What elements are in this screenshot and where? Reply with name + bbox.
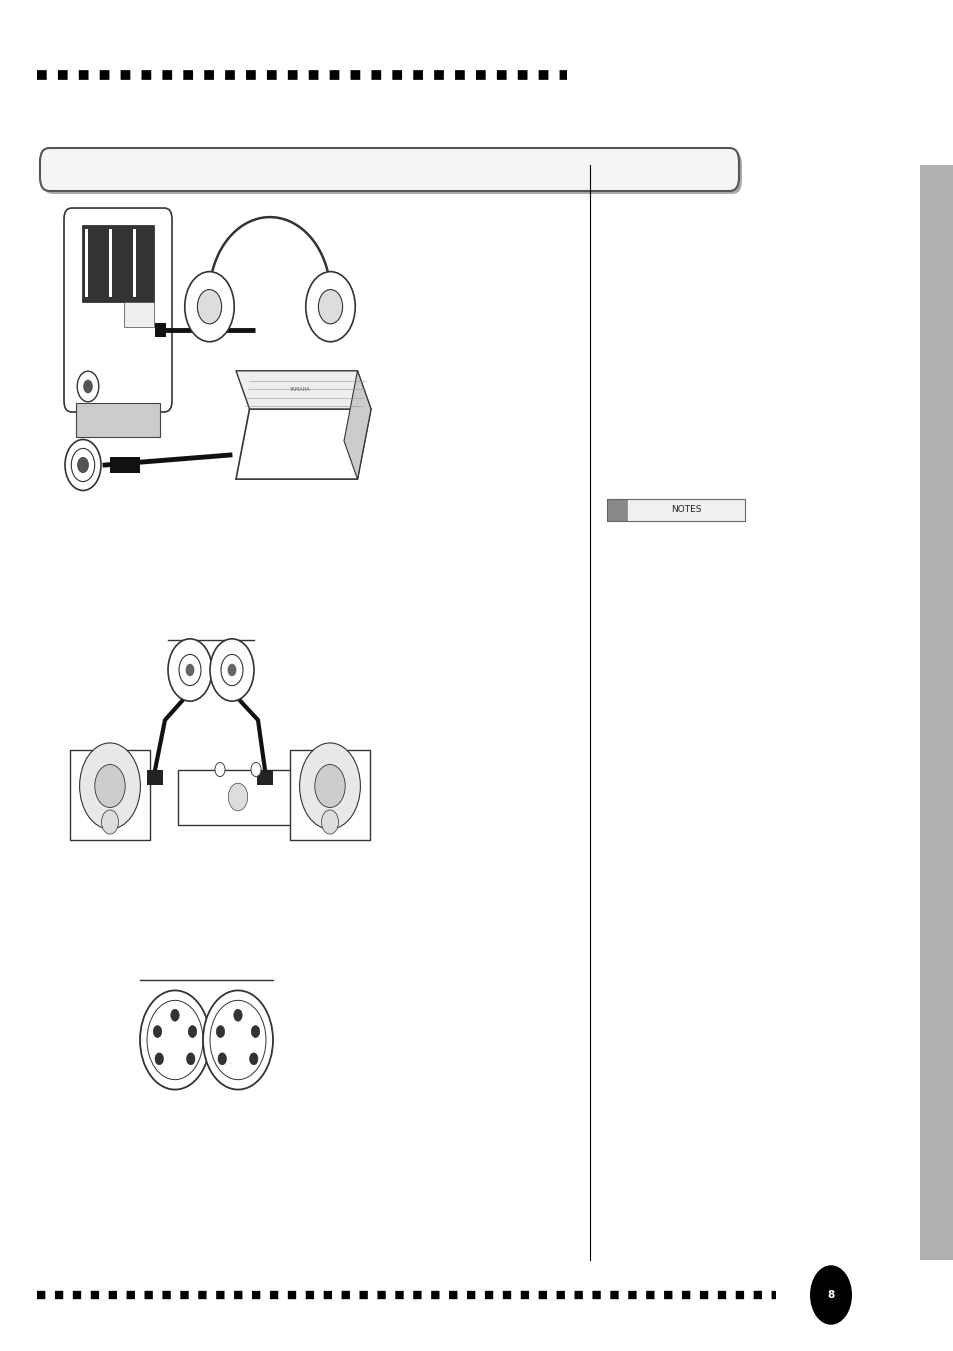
Bar: [606, 499, 744, 521]
Circle shape: [210, 1000, 266, 1079]
Circle shape: [79, 743, 140, 830]
Circle shape: [168, 639, 212, 701]
Circle shape: [251, 1025, 259, 1038]
Circle shape: [233, 1009, 242, 1021]
Bar: [626, 499, 744, 521]
Circle shape: [203, 990, 273, 1089]
FancyBboxPatch shape: [40, 149, 739, 190]
Bar: [76, 404, 160, 438]
Text: 8: 8: [826, 1290, 834, 1300]
Circle shape: [216, 1025, 225, 1038]
Circle shape: [179, 654, 201, 685]
Bar: [178, 770, 297, 824]
Bar: [82, 226, 153, 301]
Circle shape: [186, 663, 194, 677]
Circle shape: [140, 990, 210, 1089]
Bar: [124, 301, 153, 327]
Circle shape: [188, 1025, 196, 1038]
Circle shape: [214, 762, 225, 777]
Bar: [132, 230, 136, 297]
Circle shape: [197, 289, 221, 324]
Circle shape: [251, 762, 261, 777]
Circle shape: [318, 289, 342, 324]
Circle shape: [171, 1009, 179, 1021]
FancyBboxPatch shape: [43, 151, 741, 195]
Circle shape: [77, 372, 99, 401]
Bar: [110, 457, 140, 473]
Circle shape: [250, 1052, 257, 1065]
Circle shape: [228, 663, 236, 677]
Circle shape: [155, 1052, 163, 1065]
Bar: [85, 230, 88, 297]
Circle shape: [187, 1052, 194, 1065]
Bar: [919, 165, 953, 1260]
Bar: [606, 499, 626, 521]
Text: NOTES: NOTES: [670, 505, 700, 515]
Circle shape: [221, 654, 243, 685]
Polygon shape: [235, 409, 371, 480]
Bar: [256, 770, 273, 785]
Bar: [70, 750, 150, 840]
Bar: [109, 230, 112, 297]
Circle shape: [65, 439, 101, 490]
Bar: [154, 323, 166, 336]
Circle shape: [147, 1000, 203, 1079]
Circle shape: [94, 765, 125, 808]
Polygon shape: [235, 370, 371, 409]
Circle shape: [299, 743, 360, 830]
Circle shape: [77, 458, 89, 473]
Bar: [290, 750, 370, 840]
Circle shape: [305, 272, 355, 342]
Circle shape: [101, 811, 118, 834]
Circle shape: [218, 1052, 226, 1065]
Circle shape: [71, 449, 94, 481]
Circle shape: [809, 1266, 851, 1325]
Circle shape: [153, 1025, 161, 1038]
FancyBboxPatch shape: [64, 208, 172, 412]
Circle shape: [228, 784, 248, 811]
Polygon shape: [344, 370, 371, 480]
Circle shape: [185, 272, 234, 342]
Text: YAMAHA: YAMAHA: [289, 388, 309, 392]
Circle shape: [83, 380, 92, 393]
Bar: [147, 770, 163, 785]
Circle shape: [321, 811, 338, 834]
Circle shape: [210, 639, 253, 701]
Circle shape: [314, 765, 345, 808]
